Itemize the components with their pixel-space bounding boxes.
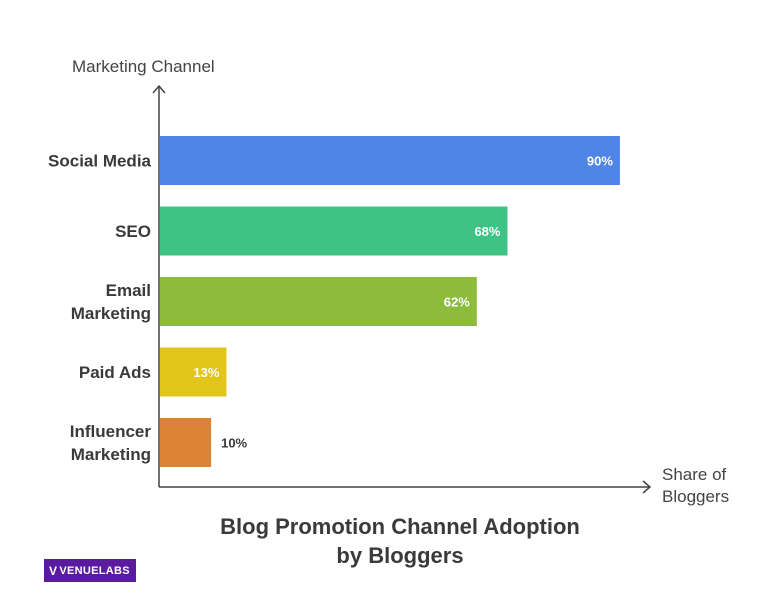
category-label-4: Influencer Marketing (70, 422, 152, 464)
chart-axes: Marketing Channel Share of Bloggers (72, 57, 731, 506)
category-label-2-line-1: Marketing (71, 304, 151, 323)
chart-title-line-2: by Bloggers (336, 543, 464, 568)
y-axis-title: Marketing Channel (72, 57, 215, 76)
x-axis-arrow (642, 480, 652, 494)
chart-title: Blog Promotion Channel Adoption by Blogg… (150, 512, 650, 570)
value-label-4: 10% (221, 436, 247, 451)
bar-0 (160, 136, 620, 185)
x-axis-title: Share of Bloggers (662, 465, 731, 506)
x-axis-title-line-2: Bloggers (662, 487, 729, 506)
category-label-2-line-0: Email (106, 281, 151, 300)
category-label-0: Social Media (48, 152, 152, 171)
bar-2 (160, 277, 477, 326)
logo-mark-icon: V (49, 563, 58, 578)
category-label-2: Email Marketing (71, 281, 151, 323)
logo-text: VENUELABS (59, 564, 130, 577)
category-label-3: Paid Ads (79, 363, 151, 382)
category-label-1: SEO (115, 222, 151, 241)
category-label-4-line-0: Influencer (70, 422, 152, 441)
bar-4 (160, 418, 212, 467)
venuelabs-logo: V VENUELABS (44, 559, 136, 582)
value-label-1: 68% (474, 224, 500, 239)
category-label-4-line-1: Marketing (71, 445, 151, 464)
bar-group: 90% Social Media 68% SEO 62% Email Marketing 13… (48, 136, 620, 467)
value-label-3: 13% (193, 365, 219, 380)
category-label-3-line-0: Paid Ads (79, 363, 151, 382)
category-label-1-line-0: SEO (115, 222, 151, 241)
x-axis-title-line-1: Share of (662, 465, 727, 484)
category-label-0-line-0: Social Media (48, 152, 152, 171)
y-axis-arrow (152, 84, 166, 94)
chart-title-line-1: Blog Promotion Channel Adoption (220, 514, 580, 539)
value-label-2: 62% (444, 295, 470, 310)
bar-1 (160, 206, 508, 256)
bar-3 (160, 347, 227, 397)
value-label-0: 90% (587, 154, 613, 169)
